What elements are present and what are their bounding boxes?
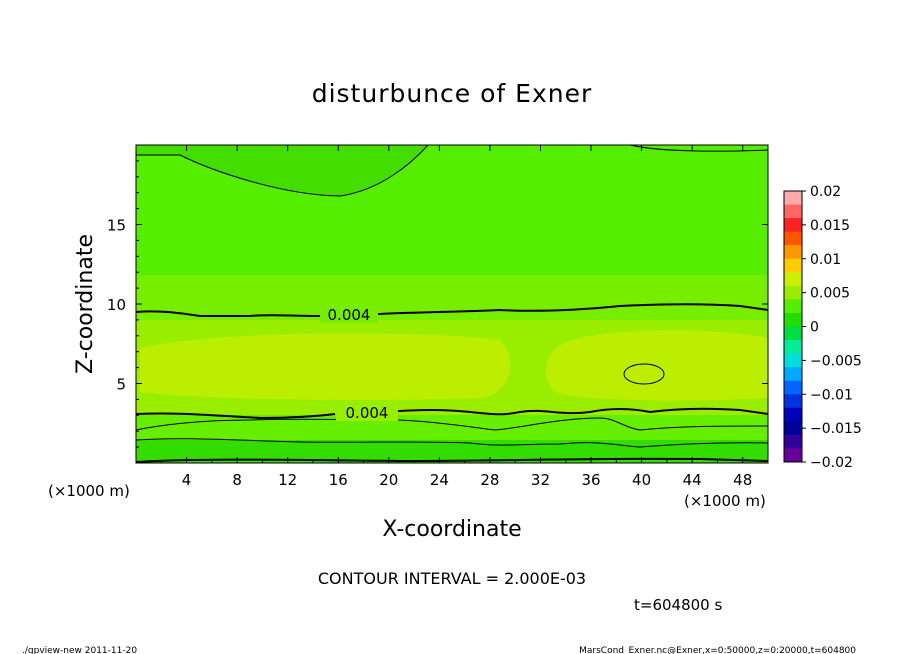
colorbar-swatch [784, 448, 802, 463]
x-tick-label: 8 [232, 471, 242, 489]
y-tick-label: 10 [107, 296, 126, 314]
field-yellow-blob-left [140, 333, 511, 400]
colorbar-swatch [784, 340, 802, 355]
contour-interval: CONTOUR INTERVAL = 2.000E-03 [318, 569, 586, 588]
contour-upper-0004 [135, 303, 769, 317]
colorbar-swatch [784, 258, 802, 273]
field-dark-top-blob [136, 145, 428, 196]
colorbar-swatch [784, 231, 802, 246]
x-axis-label: X-coordinate [382, 517, 521, 542]
colorbar-swatch [784, 204, 802, 219]
colorbar-tick-label: 0.015 [810, 218, 850, 234]
contour-top-left [136, 144, 429, 197]
colorbar-swatch [784, 191, 802, 206]
x-unit-right: (×1000 m) [684, 492, 766, 510]
colorbar-swatch [784, 299, 802, 314]
colorbar-tick-label: 0.02 [810, 184, 841, 200]
colorbar-swatch [784, 421, 802, 436]
colorbar-tick-label: 0.005 [810, 286, 850, 302]
colorbar-swatch [784, 407, 802, 422]
contour-low-thin [135, 438, 769, 448]
colorbar-swatch [784, 367, 802, 382]
contour-bottom [135, 457, 769, 463]
colorbar-swatch [784, 272, 802, 287]
plot-area: 0.004 0.004 [135, 144, 769, 464]
x-tick-label: 36 [581, 471, 600, 489]
contour-label-bg-2 [336, 403, 398, 421]
x-tick-label: 48 [733, 471, 752, 489]
x-tick-label: 16 [329, 471, 348, 489]
field-band-low [136, 415, 768, 440]
chart-title: disturbunce of Exner [312, 79, 593, 108]
contour-label-bg-1 [320, 305, 378, 323]
x-tick-label: 44 [683, 471, 702, 489]
x-tick-label: 32 [531, 471, 550, 489]
x-tick-label: 28 [480, 471, 499, 489]
y-axis: 5 10 15 [107, 160, 768, 448]
footer-left: ./gpview-new 2011-11-20 [22, 646, 137, 654]
colorbar-swatch [784, 434, 802, 449]
x-tick-label: 12 [278, 471, 297, 489]
contour-closed-ellipse [623, 363, 665, 385]
field-band-bottom [136, 440, 768, 463]
contour-label-1: 0.004 [328, 306, 371, 324]
colorbar-swatch [784, 380, 802, 395]
contour-lower-0004 [135, 407, 769, 420]
x-tick-label: 4 [182, 471, 192, 489]
colorbar-swatch [784, 394, 802, 409]
colorbar-swatch [784, 285, 802, 300]
colorbar-tick-label: 0 [810, 320, 819, 336]
colorbar-swatch [784, 353, 802, 368]
colorbar-tick-label: −0.005 [810, 353, 862, 369]
colorbar-labels: 0.02 0.015 0.01 0.005 0 −0.005 −0.01 −0.015 −0.0… [802, 184, 862, 471]
time-label: t=604800 s [634, 596, 722, 614]
field-yellow-blob-right [545, 330, 768, 401]
x-tick-label: 20 [379, 471, 398, 489]
colorbar-tick-label: 0.01 [810, 252, 841, 268]
colorbar-swatch [784, 245, 802, 260]
field-band-upper [136, 275, 768, 320]
colorbar-swatch [784, 218, 802, 233]
colorbar-tick-label: −0.015 [810, 421, 862, 437]
colorbar-swatch [784, 326, 802, 341]
x-axis: 4 8 12 16 20 24 28 32 36 40 44 48 [160, 145, 752, 489]
footer-right: MarsCond_Exner.nc@Exner,x=0:50000,z=0:20… [579, 646, 856, 654]
y-axis-label: Z-coordinate [73, 234, 98, 374]
colorbar-tick-label: −0.01 [810, 387, 853, 403]
contour-mid-thin [135, 417, 769, 431]
y-tick-label: 5 [116, 376, 126, 394]
x-tick-label: 40 [632, 471, 651, 489]
contour-label-2: 0.004 [346, 404, 389, 422]
y-tick-label: 15 [107, 217, 126, 235]
colorbar [783, 190, 803, 463]
x-tick-label: 24 [430, 471, 449, 489]
x-unit-left: (×1000 m) [48, 482, 130, 500]
colorbar-tick-label: −0.02 [810, 455, 853, 471]
colorbar-swatch [784, 312, 802, 327]
